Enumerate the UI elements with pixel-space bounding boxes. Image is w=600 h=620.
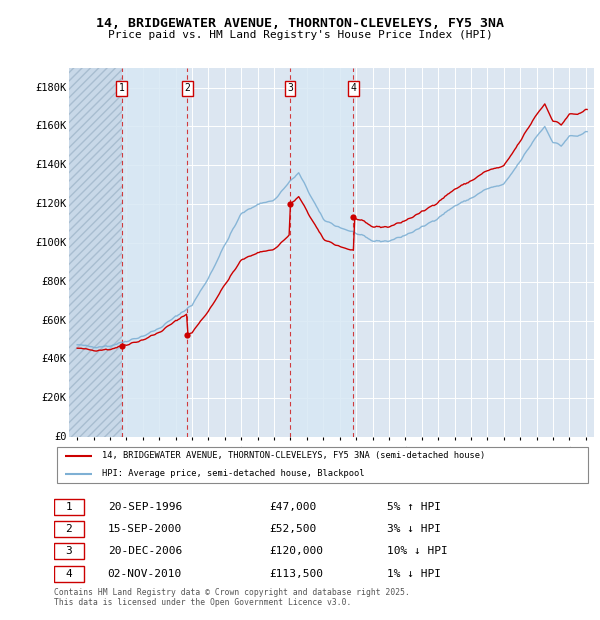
Text: £120,000: £120,000 <box>269 546 323 556</box>
Text: £180K: £180K <box>35 82 67 92</box>
Text: 15-SEP-2000: 15-SEP-2000 <box>108 525 182 534</box>
Text: 10% ↓ HPI: 10% ↓ HPI <box>387 546 448 556</box>
Bar <box>54 521 83 538</box>
Text: Contains HM Land Registry data © Crown copyright and database right 2025.
This d: Contains HM Land Registry data © Crown c… <box>54 588 410 607</box>
Text: £60K: £60K <box>41 316 67 326</box>
Text: £0: £0 <box>54 432 67 442</box>
Text: 3: 3 <box>287 84 293 94</box>
Text: £140K: £140K <box>35 161 67 171</box>
Text: £52,500: £52,500 <box>269 525 316 534</box>
Text: Price paid vs. HM Land Registry's House Price Index (HPI): Price paid vs. HM Land Registry's House … <box>107 30 493 40</box>
Text: £100K: £100K <box>35 238 67 248</box>
Text: £47,000: £47,000 <box>269 502 316 512</box>
Text: £80K: £80K <box>41 277 67 287</box>
Text: 20-SEP-1996: 20-SEP-1996 <box>108 502 182 512</box>
Text: £20K: £20K <box>41 393 67 403</box>
Bar <box>54 565 83 582</box>
Text: 2: 2 <box>65 525 72 534</box>
Text: £120K: £120K <box>35 199 67 209</box>
Text: 14, BRIDGEWATER AVENUE, THORNTON-CLEVELEYS, FY5 3NA: 14, BRIDGEWATER AVENUE, THORNTON-CLEVELE… <box>96 17 504 30</box>
FancyBboxPatch shape <box>56 448 588 483</box>
Text: 3: 3 <box>65 546 72 556</box>
Text: £40K: £40K <box>41 355 67 365</box>
Text: 14, BRIDGEWATER AVENUE, THORNTON-CLEVELEYS, FY5 3NA (semi-detached house): 14, BRIDGEWATER AVENUE, THORNTON-CLEVELE… <box>103 451 485 461</box>
Bar <box>54 498 83 515</box>
Text: 4: 4 <box>350 84 356 94</box>
Bar <box>290 68 353 437</box>
Text: 4: 4 <box>65 569 72 578</box>
Text: £160K: £160K <box>35 122 67 131</box>
Text: 20-DEC-2006: 20-DEC-2006 <box>108 546 182 556</box>
Text: 02-NOV-2010: 02-NOV-2010 <box>108 569 182 578</box>
Text: 2: 2 <box>184 84 190 94</box>
Text: 3% ↓ HPI: 3% ↓ HPI <box>387 525 441 534</box>
Text: 1% ↓ HPI: 1% ↓ HPI <box>387 569 441 578</box>
Bar <box>69 68 122 437</box>
Text: 5% ↑ HPI: 5% ↑ HPI <box>387 502 441 512</box>
Bar <box>122 68 187 437</box>
Text: 1: 1 <box>65 502 72 512</box>
Text: HPI: Average price, semi-detached house, Blackpool: HPI: Average price, semi-detached house,… <box>103 469 365 479</box>
Text: 1: 1 <box>119 84 125 94</box>
Bar <box>54 543 83 559</box>
Text: £113,500: £113,500 <box>269 569 323 578</box>
